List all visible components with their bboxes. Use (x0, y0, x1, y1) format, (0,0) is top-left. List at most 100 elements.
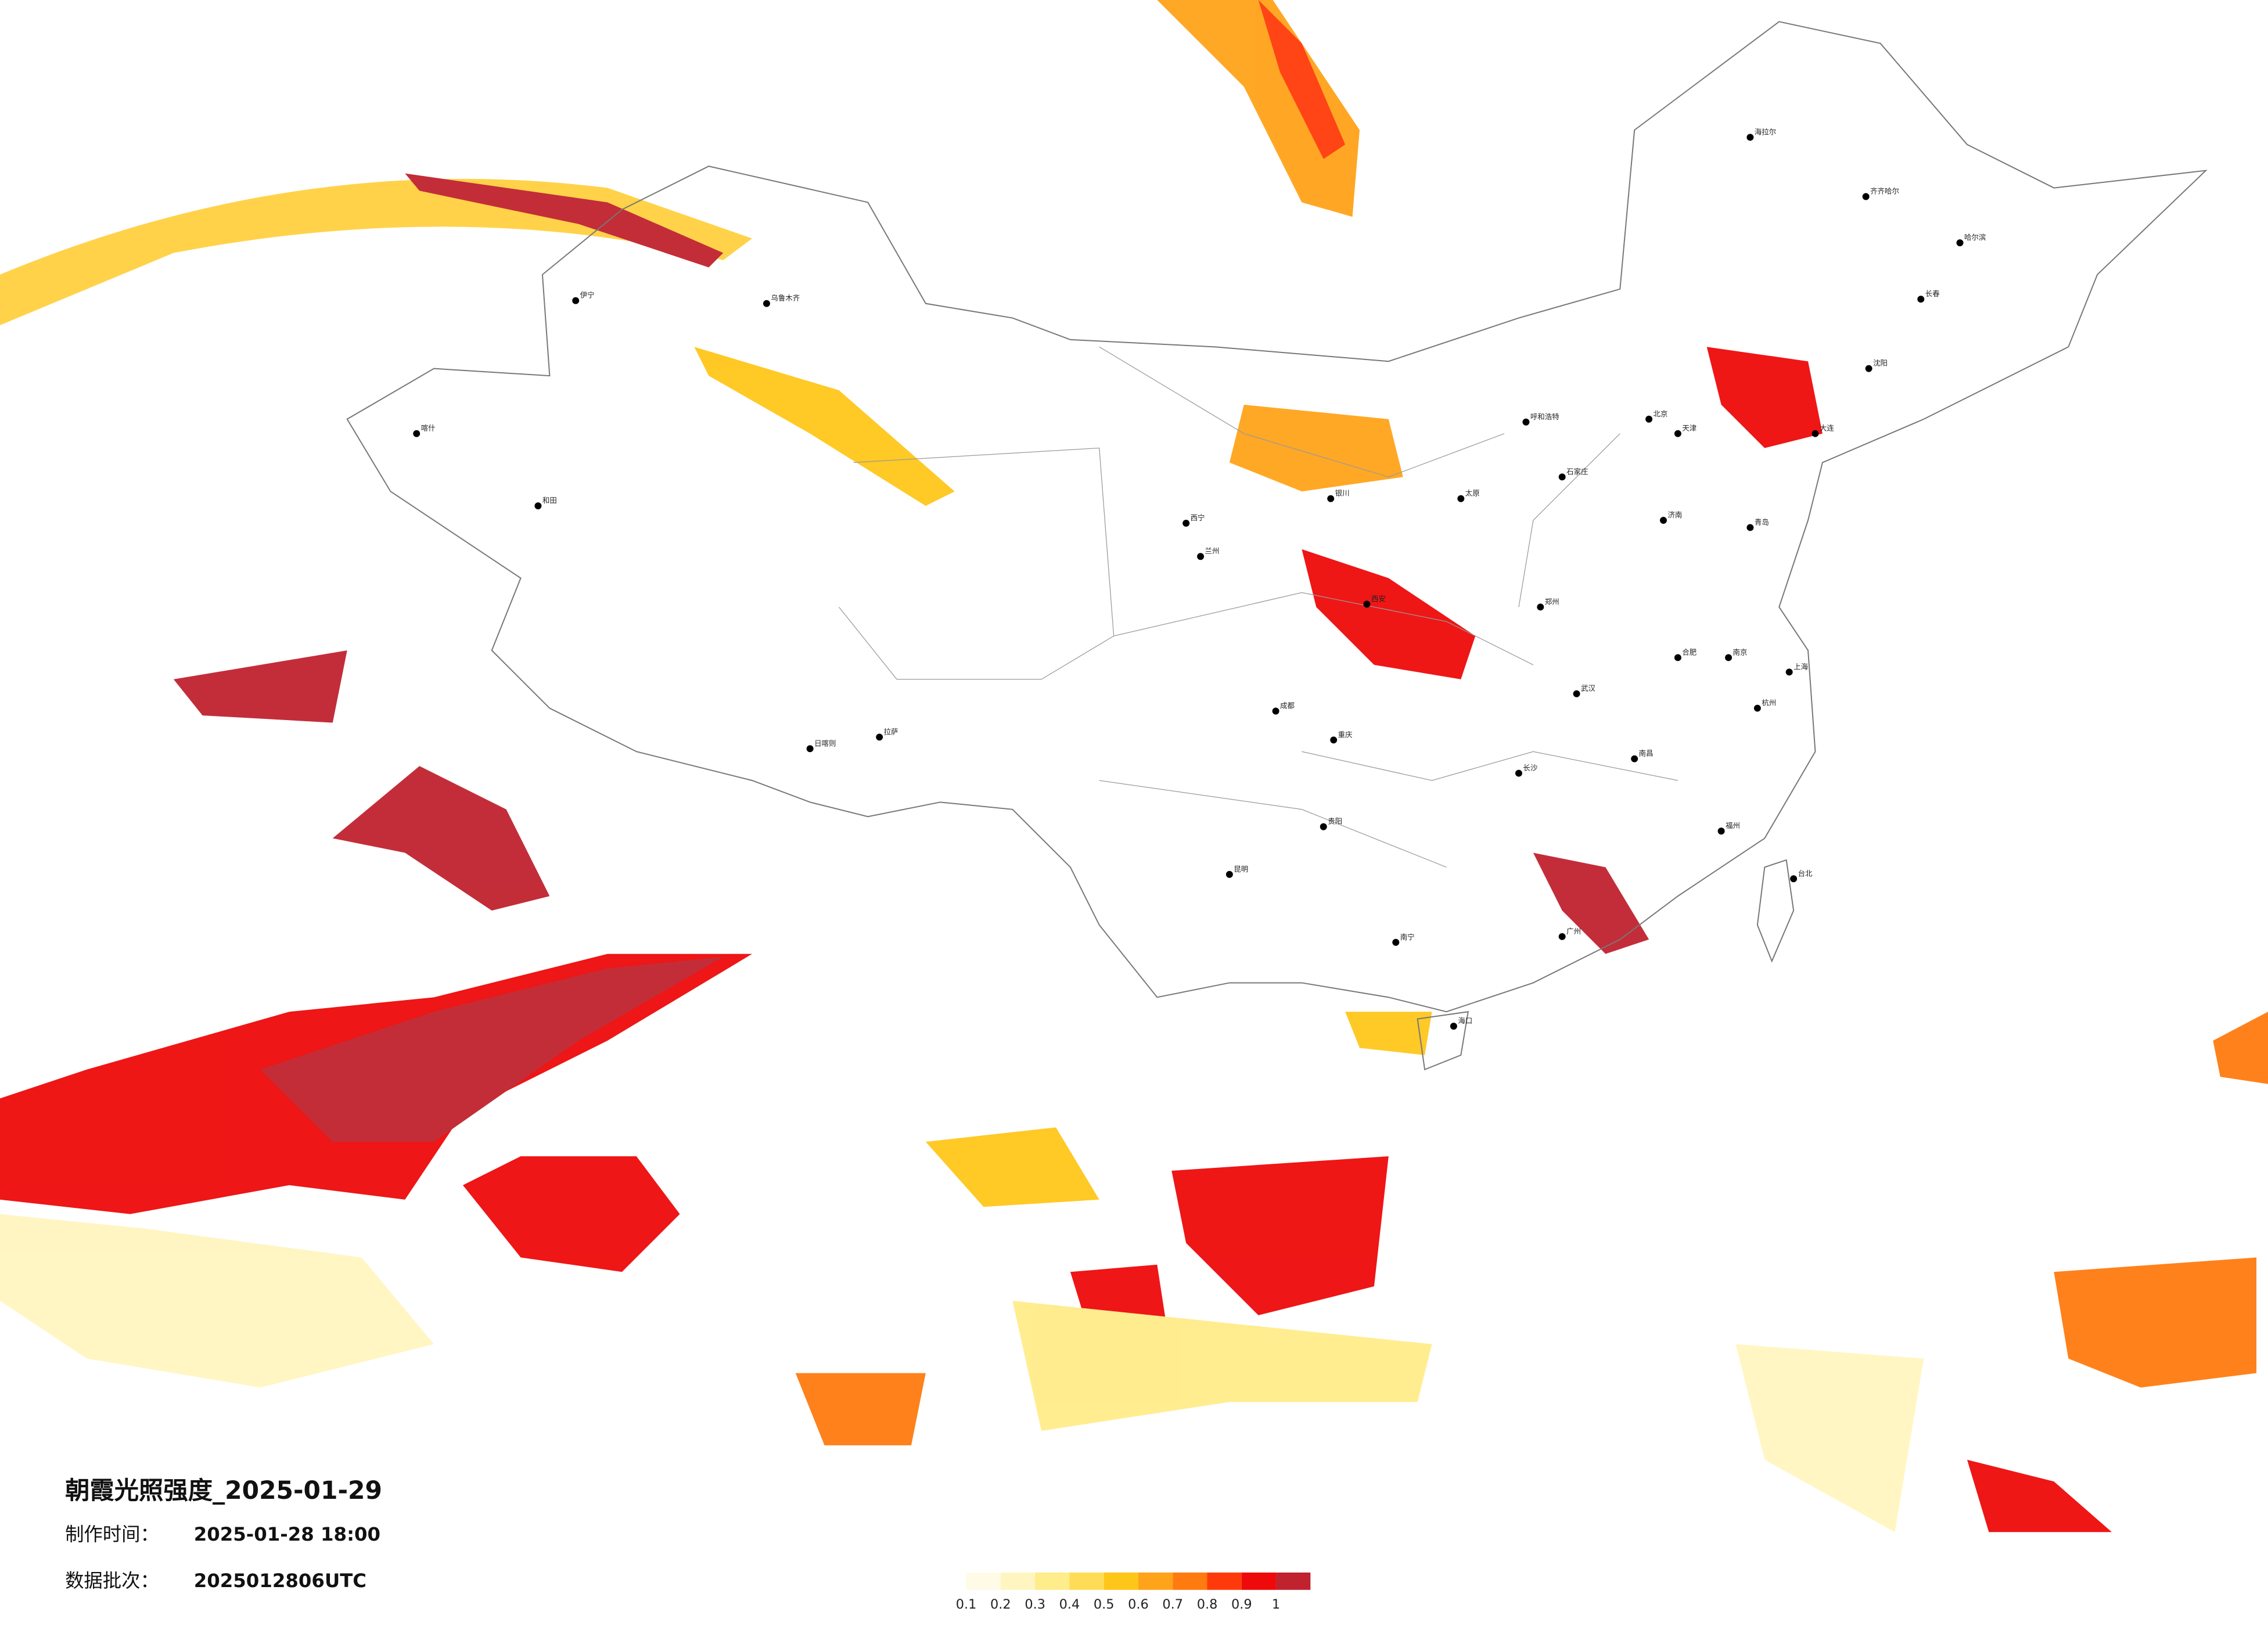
city-dot (1515, 769, 1522, 777)
heat-area (1533, 852, 1649, 954)
city-dot (572, 297, 580, 304)
city-label: 青岛 (1755, 517, 1769, 526)
city-label: 成都 (1280, 702, 1295, 710)
province-borders (838, 346, 1678, 868)
city-label: 武汉 (1581, 684, 1595, 693)
city-label: 福州 (1726, 821, 1740, 830)
batch-label: 数据批次： (65, 1570, 159, 1592)
heat-area (795, 1373, 926, 1445)
city-dot (1753, 704, 1761, 712)
batch: 2025012806UTC (194, 1570, 366, 1592)
city-dot (1392, 938, 1400, 946)
island-outline (1417, 1011, 1469, 1071)
city-dot (1631, 755, 1638, 762)
colorbar-cell (1276, 1572, 1311, 1590)
city-dot (1225, 870, 1233, 878)
city-dot (1674, 430, 1681, 437)
heat-area (1967, 1459, 2112, 1533)
city-label: 北京 (1654, 409, 1668, 418)
heat-area (405, 173, 724, 268)
city-dot (806, 745, 814, 753)
colorbar-tick-label: 0.8 (1197, 1597, 1218, 1612)
heat-area (694, 347, 955, 506)
city-dot (1811, 430, 1819, 437)
heat-area (1229, 404, 1403, 492)
city-label: 合肥 (1682, 647, 1696, 656)
city-label: 拉萨 (884, 727, 898, 736)
city-label: 沈阳 (1873, 359, 1888, 368)
city-dot (1674, 654, 1681, 661)
city-dot (1450, 1023, 1457, 1030)
map-title: 朝霞光照强度_2025-01-29 (65, 1476, 382, 1505)
city-label: 西宁 (1191, 513, 1205, 522)
island-outline (1756, 859, 1795, 963)
city-label: 齐齐哈尔 (1870, 187, 1899, 196)
colorbar-cell (1000, 1572, 1036, 1590)
city-dot (534, 502, 542, 510)
heat-area (1735, 1344, 1924, 1533)
country-outline (346, 21, 2208, 1013)
made-label: 制作时间： (65, 1523, 159, 1545)
city-label: 乌鲁木齐 (771, 294, 800, 303)
city-dot (1790, 875, 1798, 883)
city-label: 台北 (1798, 869, 1813, 877)
heat-area (0, 1214, 434, 1388)
colorbar-tick-label: 0.1 (956, 1597, 977, 1612)
colorbar: 0.1 0.2 0.3 0.4 0.5 0.6 0.7 0.8 0.9 1 (956, 1572, 1311, 1612)
heat-area (1171, 1156, 1389, 1315)
city-label: 杭州 (1762, 699, 1776, 707)
city-dot (1327, 495, 1335, 502)
colorbar-cell (1069, 1572, 1104, 1590)
city-dot (1645, 415, 1653, 423)
city-label: 南宁 (1400, 933, 1415, 941)
city-dot (1363, 600, 1371, 608)
city-label: 日喀则 (814, 739, 836, 747)
city-dot (1320, 823, 1327, 830)
colorbar-cell (1104, 1572, 1138, 1590)
city-label: 长春 (1925, 289, 1940, 298)
heat-area (2054, 1257, 2257, 1388)
city-label: 济南 (1667, 510, 1682, 519)
colorbar-cell (1138, 1572, 1173, 1590)
colorbar-tick-label: 0.5 (1094, 1597, 1115, 1612)
city-label: 哈尔滨 (1964, 233, 1986, 242)
city-label: 银川 (1335, 489, 1350, 498)
heat-area (332, 766, 550, 911)
colorbar-tick-label: 0.9 (1231, 1597, 1252, 1612)
heat-area (1258, 0, 1346, 159)
city-label: 呼和浩特 (1530, 412, 1559, 421)
city-label: 伊宁 (580, 291, 595, 300)
city-dot (1865, 365, 1872, 372)
colorbar-cell (1207, 1572, 1242, 1590)
city-dot (1725, 654, 1733, 661)
heat-area (1157, 0, 1360, 217)
city-dot (1330, 736, 1338, 744)
colorbar-tick-label: 1 (1272, 1597, 1280, 1612)
heat-area (1345, 1012, 1432, 1055)
made-time: 2025-01-28 18:00 (194, 1523, 380, 1545)
city-label: 兰州 (1205, 546, 1220, 555)
city-dot (1862, 193, 1870, 200)
city-dot (1558, 933, 1566, 940)
colorbar-tick-label: 0.3 (1025, 1597, 1045, 1612)
city-dot (413, 430, 420, 437)
city-dot (1746, 134, 1754, 141)
city-dot (1197, 553, 1205, 560)
city-label: 海拉尔 (1755, 127, 1776, 136)
city-dot (1660, 517, 1667, 524)
city-label: 重庆 (1338, 730, 1353, 739)
city-label: 石家庄 (1566, 467, 1588, 476)
city-label: 南昌 (1639, 749, 1654, 758)
heat-area (260, 956, 724, 1142)
colorbar-tick-label: 0.7 (1162, 1597, 1183, 1612)
heat-area (1012, 1301, 1432, 1431)
city-label: 天津 (1682, 424, 1696, 433)
city-label: 郑州 (1545, 597, 1559, 606)
city-dot (1917, 296, 1925, 303)
city-label: 上海 (1793, 662, 1808, 671)
city-dot (1457, 495, 1465, 502)
city-dot (763, 300, 770, 307)
city-label: 广州 (1566, 927, 1581, 936)
